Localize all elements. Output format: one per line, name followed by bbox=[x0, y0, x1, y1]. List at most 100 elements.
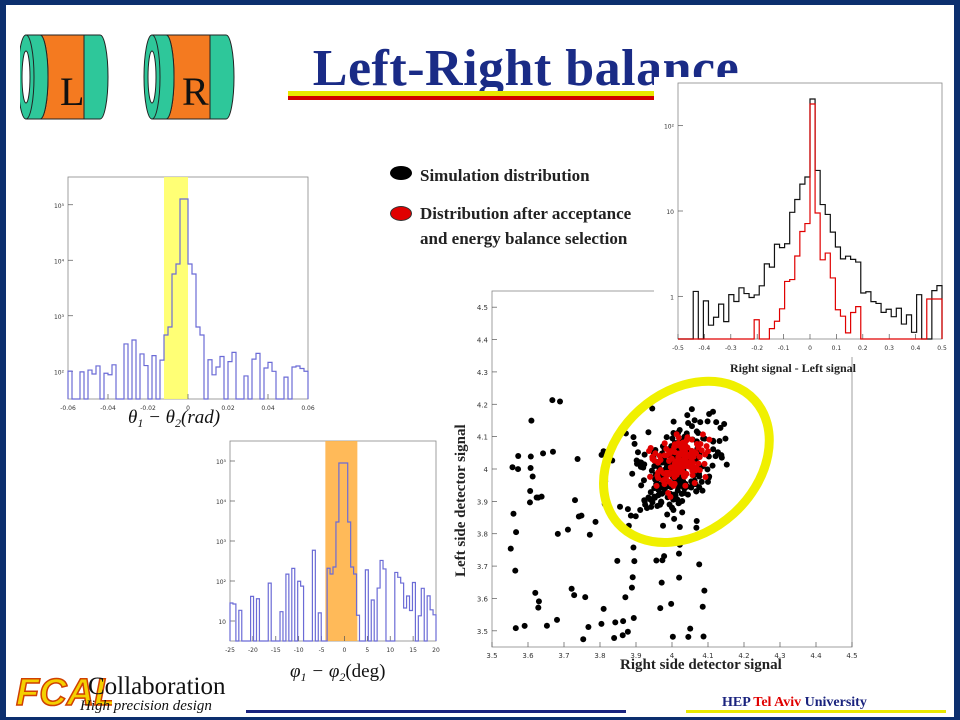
tagline-text: High precision design bbox=[80, 698, 212, 714]
simulation-point bbox=[653, 557, 660, 564]
simulation-point bbox=[712, 453, 719, 460]
selected-point bbox=[689, 464, 696, 471]
theta-histogram-line bbox=[67, 198, 309, 400]
university-text: University bbox=[804, 695, 867, 710]
simulation-point bbox=[685, 420, 692, 427]
simulation-point bbox=[527, 465, 534, 472]
selected-point bbox=[684, 444, 691, 451]
simulation-point bbox=[695, 430, 702, 437]
simulation-point bbox=[571, 592, 578, 599]
x-tick-label: -5 bbox=[319, 647, 325, 654]
simulation-point bbox=[676, 524, 683, 531]
simulation-point bbox=[670, 418, 677, 425]
selected-point bbox=[675, 434, 682, 441]
simulation-point bbox=[586, 531, 593, 538]
selected-point bbox=[677, 466, 684, 473]
simulation-point bbox=[554, 616, 561, 623]
y-tick-label: 10² bbox=[664, 124, 675, 131]
simulation-point bbox=[664, 511, 671, 518]
simulation-point bbox=[722, 435, 729, 442]
selected-point bbox=[689, 472, 696, 479]
simulation-point bbox=[549, 397, 556, 404]
selected-point bbox=[696, 453, 703, 460]
simulation-point bbox=[631, 440, 638, 447]
simulation-point bbox=[630, 544, 637, 551]
simulation-point bbox=[676, 574, 683, 581]
simulation-point bbox=[535, 598, 542, 605]
y-tick-label: 4.2 bbox=[477, 401, 488, 409]
simulation-point bbox=[528, 417, 535, 424]
simulation-point bbox=[710, 446, 717, 453]
simulation-point bbox=[624, 628, 631, 635]
simulation-point bbox=[648, 467, 655, 474]
simulation-point bbox=[509, 464, 516, 471]
footer-rule-yellow bbox=[686, 710, 946, 713]
simulation-point bbox=[658, 499, 665, 506]
selected-point bbox=[664, 471, 671, 478]
diff-simulation-line bbox=[678, 98, 943, 340]
simulation-point bbox=[532, 589, 539, 596]
simulation-point bbox=[620, 618, 627, 625]
simulation-point bbox=[669, 435, 676, 442]
legend-after: Distribution after acceptance and energy… bbox=[420, 204, 632, 248]
simulation-point bbox=[580, 636, 587, 643]
simulation-point bbox=[611, 634, 618, 641]
simulation-point bbox=[651, 493, 658, 500]
y-tick-label: 10² bbox=[54, 369, 65, 376]
right-detector-icon: R bbox=[143, 34, 235, 120]
x-tick-label: 0.4 bbox=[911, 345, 921, 352]
theta-histogram: 10² 10³ 10⁴ 10⁵ -0.06 -0.04 -0.02 0 0.02 0.04 0.0… bbox=[54, 176, 315, 412]
right-label: R bbox=[182, 69, 209, 114]
simulation-point bbox=[687, 625, 694, 632]
simulation-point bbox=[674, 487, 681, 494]
x-tick-label: -15 bbox=[271, 647, 281, 654]
x-tick-label: -0.02 bbox=[140, 405, 156, 412]
y-tick-label: 10⁴ bbox=[216, 499, 227, 506]
x-tick-label: 0.06 bbox=[301, 405, 315, 412]
fcal-logo: FCAL bbox=[15, 671, 112, 713]
simulation-point bbox=[693, 517, 700, 524]
simulation-point bbox=[699, 603, 706, 610]
simulation-point bbox=[630, 434, 637, 441]
simulation-point bbox=[679, 509, 686, 516]
fcal-logo-text: FCAL bbox=[16, 672, 112, 713]
y-tick-label: 3.9 bbox=[477, 498, 488, 506]
left-detector-icon: L bbox=[20, 34, 109, 120]
x-tick-label: 15 bbox=[409, 647, 417, 654]
simulation-point bbox=[568, 585, 575, 592]
simulation-point bbox=[641, 461, 648, 468]
selected-point bbox=[657, 466, 664, 473]
svg-text:θ1 − θ2(rad): θ1 − θ2(rad) bbox=[128, 407, 220, 429]
simulation-point bbox=[698, 478, 705, 485]
simulation-point bbox=[713, 419, 720, 426]
selected-point bbox=[646, 448, 653, 455]
x-tick-label: 4.3 bbox=[774, 652, 785, 660]
selected-point bbox=[703, 443, 710, 450]
simulation-point bbox=[540, 450, 547, 457]
selected-point bbox=[652, 450, 659, 457]
detector-icons: L R bbox=[20, 34, 235, 120]
legend-simulation: Simulation distribution bbox=[420, 166, 590, 185]
simulation-point bbox=[693, 524, 700, 531]
simulation-point bbox=[642, 501, 649, 508]
simulation-point bbox=[701, 587, 708, 594]
simulation-point bbox=[709, 462, 716, 469]
x-tick-label: 0.3 bbox=[884, 345, 894, 352]
simulation-point bbox=[675, 550, 682, 557]
simulation-point bbox=[529, 473, 536, 480]
x-tick-label: 20 bbox=[432, 647, 440, 654]
simulation-point bbox=[697, 419, 704, 426]
selected-point bbox=[671, 444, 678, 451]
x-tick-label: -10 bbox=[294, 647, 304, 654]
simulation-point bbox=[645, 429, 652, 436]
y-tick-label: 10⁴ bbox=[54, 258, 65, 265]
selected-point bbox=[681, 473, 688, 480]
simulation-point bbox=[641, 451, 648, 458]
selected-point bbox=[659, 477, 666, 484]
simulation-point bbox=[600, 605, 607, 612]
x-tick-label: -0.4 bbox=[699, 345, 711, 352]
y-tick-label: 4 bbox=[484, 466, 489, 474]
simulation-point bbox=[716, 437, 723, 444]
simulation-point bbox=[582, 594, 589, 601]
simulation-point bbox=[629, 574, 636, 581]
